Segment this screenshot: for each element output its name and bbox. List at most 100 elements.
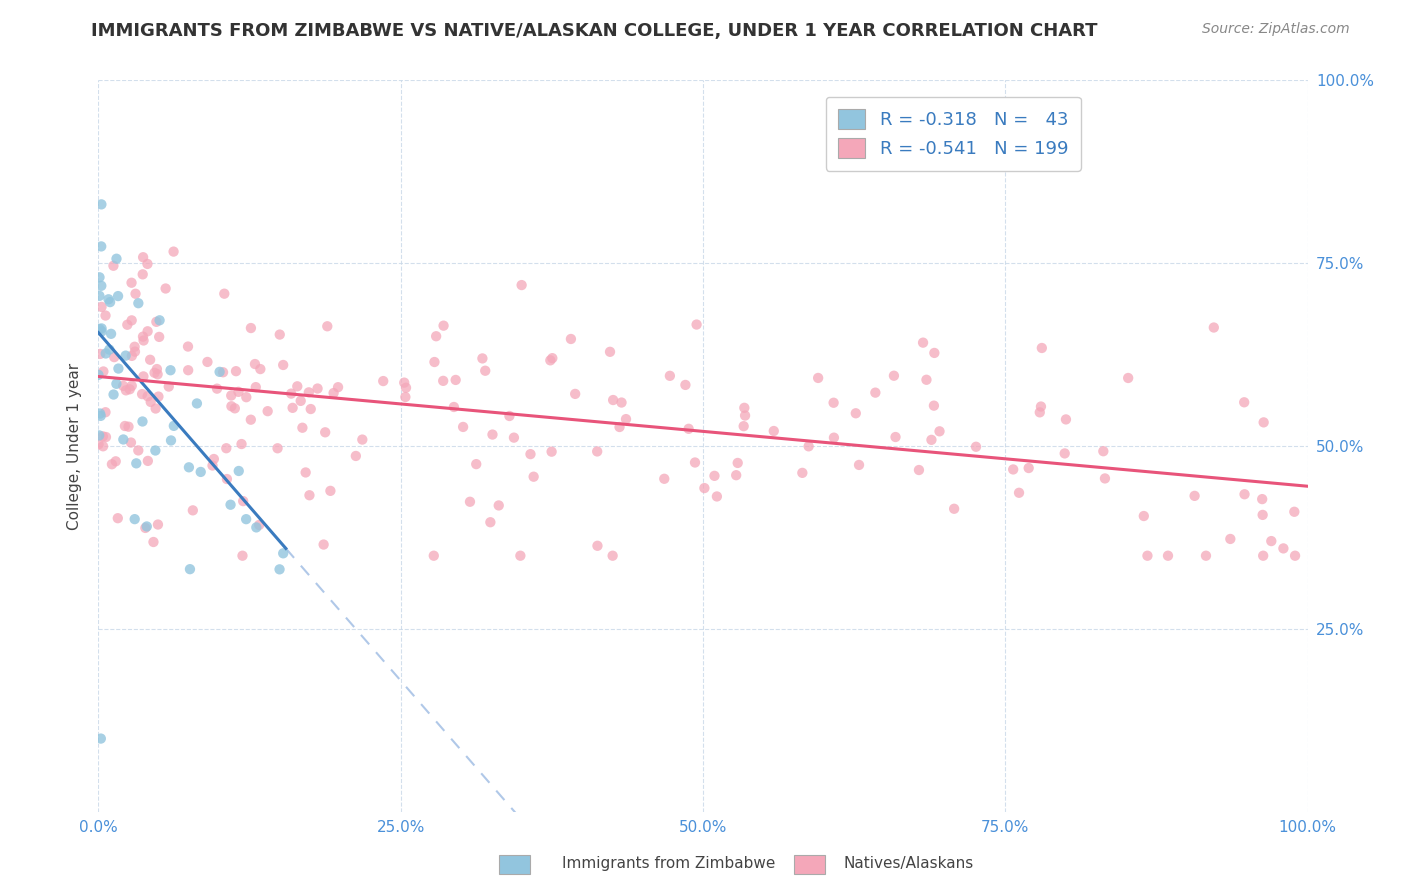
Point xyxy=(219,498,242,512)
Point xyxy=(1284,505,1306,519)
Point xyxy=(121,378,143,392)
Point xyxy=(90,197,112,211)
Point xyxy=(89,428,111,442)
Point xyxy=(298,385,321,400)
Point xyxy=(586,539,609,553)
Point xyxy=(373,374,395,388)
Point xyxy=(845,406,868,420)
Point xyxy=(131,387,153,401)
Point xyxy=(245,380,267,394)
Point xyxy=(1251,549,1274,563)
Point xyxy=(602,549,624,563)
Point xyxy=(678,422,700,436)
Point xyxy=(299,402,322,417)
Point xyxy=(163,418,186,433)
Point xyxy=(112,433,135,447)
Point xyxy=(214,286,236,301)
Point xyxy=(118,382,141,396)
Point xyxy=(1053,446,1076,460)
Point xyxy=(614,412,637,426)
Text: Immigrants from Zimbabwe: Immigrants from Zimbabwe xyxy=(562,856,776,871)
Point xyxy=(609,420,631,434)
Point xyxy=(107,289,129,303)
Point xyxy=(474,364,496,378)
Point xyxy=(89,322,111,336)
Point xyxy=(91,429,114,443)
Point xyxy=(162,244,184,259)
Point xyxy=(228,384,250,399)
Point xyxy=(107,511,129,525)
Point xyxy=(127,443,149,458)
Point xyxy=(733,401,755,415)
Point xyxy=(291,421,314,435)
Point xyxy=(132,329,155,343)
Point xyxy=(94,405,117,419)
Point xyxy=(139,395,162,409)
Point xyxy=(90,239,112,253)
Point xyxy=(98,343,121,357)
Point xyxy=(208,365,231,379)
Point xyxy=(139,352,162,367)
Point xyxy=(190,465,212,479)
Point xyxy=(201,458,224,473)
Point xyxy=(538,353,561,368)
Point xyxy=(1136,549,1159,563)
Point xyxy=(443,400,465,414)
Point xyxy=(523,469,546,483)
Point xyxy=(316,319,339,334)
Point xyxy=(965,440,987,454)
Point xyxy=(1272,541,1295,556)
Point xyxy=(221,399,243,413)
Point xyxy=(1195,549,1218,563)
Point xyxy=(344,449,367,463)
Point xyxy=(1202,320,1225,334)
Point xyxy=(848,458,870,472)
Point xyxy=(733,419,755,434)
Point xyxy=(115,384,138,398)
Point xyxy=(132,268,155,282)
Point xyxy=(1029,400,1052,414)
Point xyxy=(394,376,416,390)
Point xyxy=(290,393,312,408)
Point xyxy=(186,396,208,410)
Point xyxy=(510,278,533,293)
Point xyxy=(266,442,288,456)
Point xyxy=(928,425,950,439)
Point xyxy=(117,318,139,332)
Point xyxy=(87,368,110,382)
Point xyxy=(124,344,146,359)
Point xyxy=(423,549,446,563)
Point xyxy=(1116,371,1139,385)
Point xyxy=(683,455,706,469)
Point xyxy=(103,259,125,273)
Point xyxy=(103,387,125,401)
Point xyxy=(124,286,146,301)
Point xyxy=(725,468,748,483)
Point xyxy=(94,430,117,444)
Point xyxy=(1157,549,1180,563)
Point xyxy=(884,430,907,444)
Point xyxy=(149,313,172,327)
Point xyxy=(610,395,633,409)
Point xyxy=(225,364,247,378)
Point xyxy=(212,365,235,379)
Point xyxy=(89,347,111,361)
Point xyxy=(117,419,139,434)
Point xyxy=(202,452,225,467)
Point xyxy=(1251,508,1274,522)
Point xyxy=(143,366,166,380)
Point xyxy=(205,382,228,396)
Point xyxy=(479,515,502,529)
Point xyxy=(132,250,155,264)
Point xyxy=(541,351,564,366)
Point xyxy=(215,442,238,456)
Point xyxy=(1054,412,1077,426)
Point xyxy=(125,456,148,470)
Point xyxy=(1184,489,1206,503)
Text: Natives/Alaskans: Natives/Alaskans xyxy=(844,856,974,871)
Point xyxy=(920,433,942,447)
Point xyxy=(1031,341,1053,355)
Point xyxy=(114,349,136,363)
Point xyxy=(703,468,725,483)
Point xyxy=(673,378,696,392)
